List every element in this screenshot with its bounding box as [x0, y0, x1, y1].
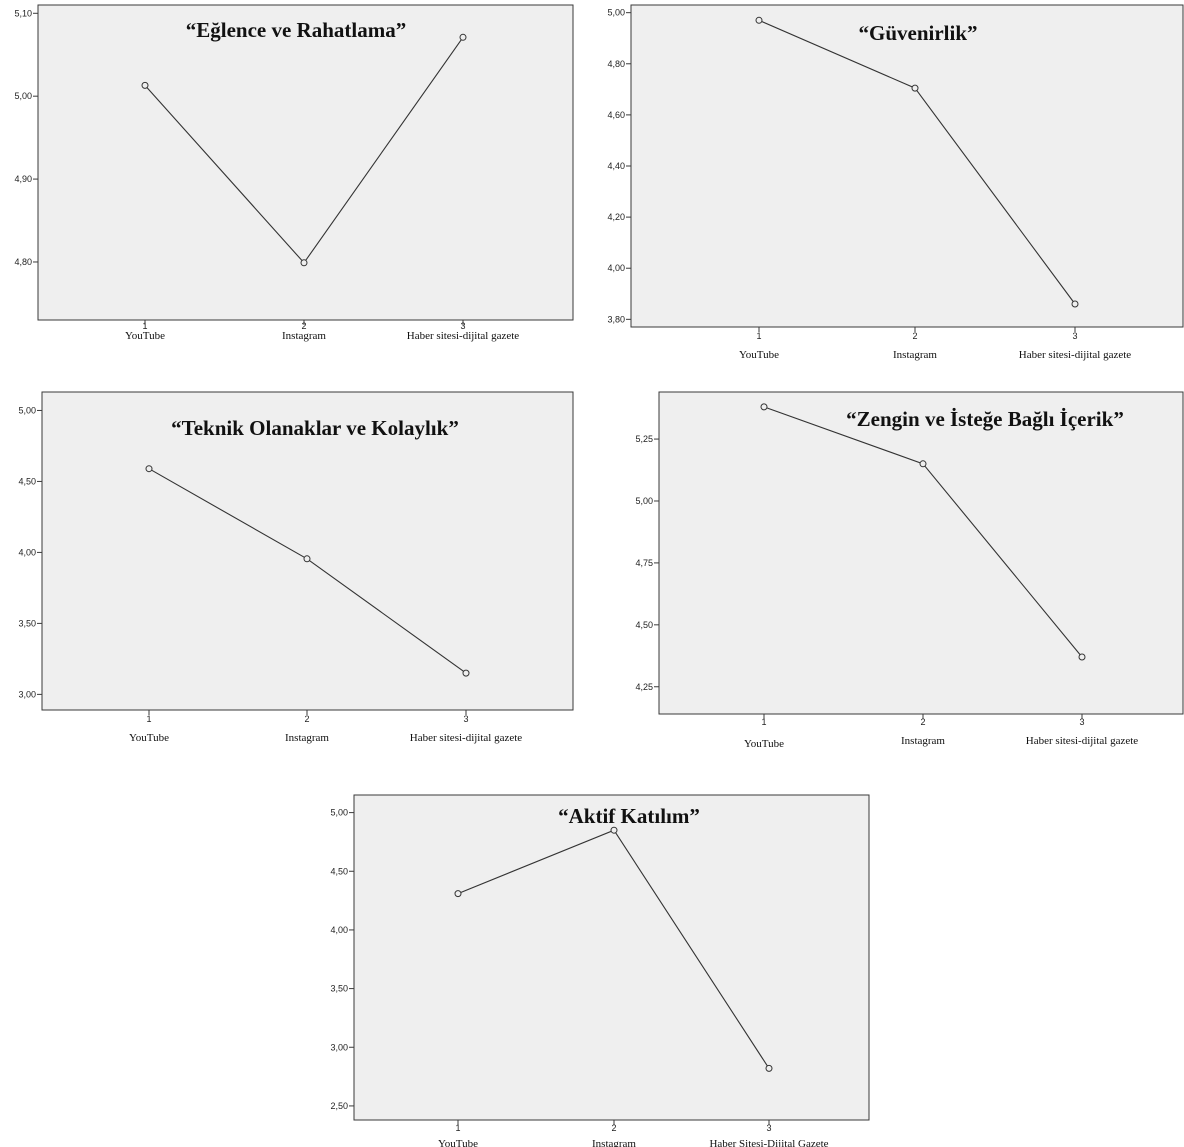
x-tick-number: 2 [611, 1123, 616, 1133]
x-category-label: Haber sitesi-dijital gazete [1026, 735, 1139, 747]
y-tick-label: 3,50 [18, 618, 36, 628]
chart-svg: 3,80 4,00 4,20 4,40 4,60 4,80 5,00 1 YouTube 2 Ins… [607, 4, 1184, 361]
y-tick-label: 2,50 [330, 1101, 348, 1111]
x-category-label: Instagram [893, 349, 937, 361]
chart-panel: 4,80 4,90 5,00 5,10 1 YouTube 2 Instagram 3 Haber… [0, 0, 600, 360]
x-tick-number: 1 [142, 321, 147, 331]
chart-panel: 3,80 4,00 4,20 4,40 4,60 4,80 5,00 1 YouTube 2 Ins… [600, 0, 1184, 372]
x-category-label: Haber sitesi-dijital gazete [410, 732, 523, 744]
y-tick-label: 3,00 [330, 1042, 348, 1052]
chart-title: “Aktif Katılım” [558, 804, 700, 828]
data-point [300, 259, 308, 267]
data-point [760, 403, 768, 411]
chart-svg: 2,50 3,00 3,50 4,00 4,50 5,00 1 YouTube 2 Instagr… [330, 794, 870, 1147]
y-tick-label: 5,25 [635, 434, 653, 444]
chart-panel: 3,00 3,50 4,00 4,50 5,00 1 YouTube 2 Instagram 3 H… [0, 378, 600, 748]
data-point [145, 465, 153, 473]
plot-area [353, 794, 870, 1121]
x-tick-number: 3 [460, 321, 465, 331]
x-category-label: YouTube [125, 330, 165, 342]
y-tick-label: 4,00 [607, 263, 625, 273]
data-point [303, 555, 311, 563]
plot-area [41, 391, 574, 711]
chart-title: “Eğlence ve Rahatlama” [186, 18, 406, 42]
plot-area [658, 391, 1184, 715]
y-tick-label: 4,50 [18, 476, 36, 486]
y-tick-label: 5,00 [607, 8, 625, 18]
x-tick-number: 2 [912, 331, 917, 341]
plot-area [630, 4, 1184, 328]
chart-title: “Zengin ve İsteğe Bağlı İçerik” [846, 407, 1124, 431]
x-category-label: YouTube [739, 349, 779, 361]
y-tick-label: 3,50 [330, 984, 348, 994]
x-tick-number: 3 [766, 1123, 771, 1133]
x-tick-number: 2 [301, 321, 306, 331]
data-point [459, 33, 467, 41]
chart-panel: 2,50 3,00 3,50 4,00 4,50 5,00 1 YouTube 2 Instagr… [300, 780, 900, 1147]
x-category-label: Haber sitesi-dijital gazete [407, 330, 520, 342]
x-tick-number: 2 [304, 714, 309, 724]
data-point [919, 460, 927, 468]
y-tick-label: 3,00 [18, 689, 36, 699]
y-tick-label: 4,40 [607, 161, 625, 171]
y-tick-label: 4,50 [330, 866, 348, 876]
y-tick-label: 4,50 [635, 620, 653, 630]
y-tick-label: 4,90 [14, 174, 32, 184]
y-tick-label: 4,80 [607, 59, 625, 69]
data-point [1071, 300, 1079, 308]
data-point [141, 81, 149, 89]
plot-area [37, 4, 574, 321]
y-tick-label: 5,00 [14, 91, 32, 101]
y-tick-label: 4,80 [14, 257, 32, 267]
x-tick-number: 3 [1072, 331, 1077, 341]
y-tick-label: 4,20 [607, 212, 625, 222]
y-tick-label: 4,60 [607, 110, 625, 120]
x-category-label: Instagram [285, 732, 329, 744]
y-tick-label: 3,80 [607, 314, 625, 324]
y-tick-label: 4,00 [330, 925, 348, 935]
x-tick-number: 2 [920, 717, 925, 727]
x-tick-number: 1 [756, 331, 761, 341]
chart-svg: 4,25 4,50 4,75 5,00 5,25 1 YouTube 2 Instagram 3 H… [635, 391, 1184, 750]
y-tick-label: 4,25 [635, 682, 653, 692]
x-category-label: YouTube [744, 738, 784, 750]
x-tick-number: 1 [761, 717, 766, 727]
x-tick-number: 1 [455, 1123, 460, 1133]
data-point [610, 826, 618, 834]
y-tick-label: 5,10 [14, 8, 32, 18]
x-tick-number: 1 [146, 714, 151, 724]
x-category-label: Haber sitesi-dijital gazete [1019, 349, 1132, 361]
x-category-label: YouTube [438, 1138, 478, 1147]
data-point [755, 16, 763, 24]
y-tick-label: 5,00 [18, 405, 36, 415]
y-tick-label: 4,00 [18, 547, 36, 557]
y-tick-label: 5,00 [330, 808, 348, 818]
data-point [1078, 653, 1086, 661]
y-tick-label: 5,00 [635, 496, 653, 506]
data-point [454, 890, 462, 898]
x-category-label: Instagram [282, 330, 326, 342]
chart-panel: 4,25 4,50 4,75 5,00 5,25 1 YouTube 2 Instagram 3 H… [600, 378, 1184, 750]
x-category-label: YouTube [129, 732, 169, 744]
x-category-label: Instagram [592, 1138, 636, 1147]
y-tick-label: 4,75 [635, 558, 653, 568]
x-category-label: Haber Sitesi-Dijital Gazete [709, 1138, 828, 1147]
chart-svg: 3,00 3,50 4,00 4,50 5,00 1 YouTube 2 Instagram 3 H… [18, 391, 574, 744]
x-tick-number: 3 [463, 714, 468, 724]
data-point [911, 84, 919, 92]
x-category-label: Instagram [901, 735, 945, 747]
chart-title: “Güvenirlik” [858, 21, 977, 45]
chart-title: “Teknik Olanaklar ve Kolaylık” [171, 416, 459, 440]
data-point [462, 669, 470, 677]
x-tick-number: 3 [1079, 717, 1084, 727]
data-point [765, 1064, 773, 1072]
